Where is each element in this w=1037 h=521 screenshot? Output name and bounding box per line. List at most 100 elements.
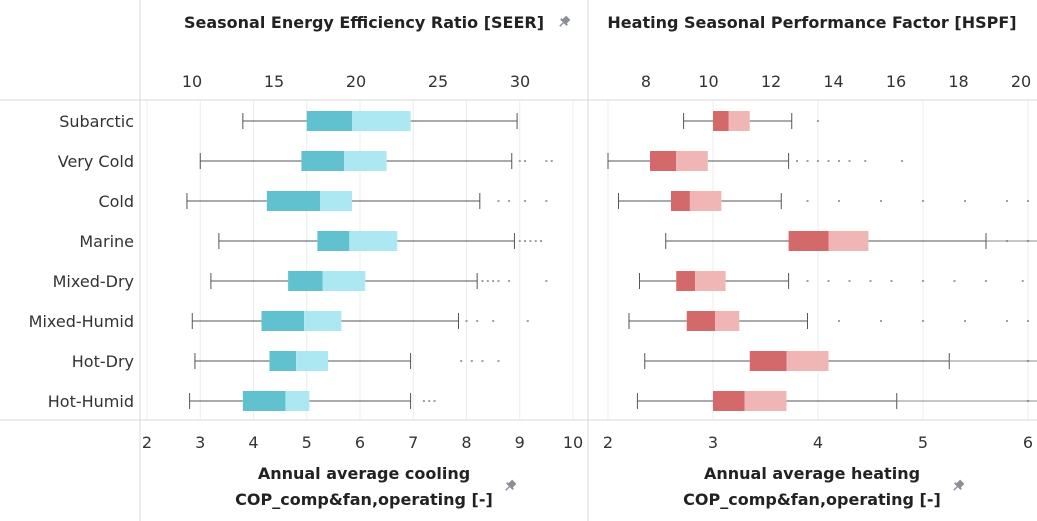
- outlier-point: [806, 200, 809, 202]
- top-tick-label: 15: [264, 72, 284, 91]
- pin-icon-base: [506, 482, 514, 490]
- x-axis-labels: Annual average cooling COP_comp&fan,oper…: [235, 464, 941, 509]
- cooling-xlabel-line1: Annual average cooling: [258, 464, 470, 483]
- outlier-point: [497, 360, 500, 362]
- outlier-point: [524, 240, 527, 242]
- outlier-point: [492, 280, 495, 282]
- box-upper-half: [689, 191, 722, 211]
- bottom-tick-label: 4: [248, 433, 258, 452]
- top-tick-label: 20: [1011, 72, 1031, 91]
- cooling-xlabel-line2: COP_comp&fan,operating [-]: [235, 490, 493, 509]
- bottom-tick-label: 6: [355, 433, 365, 452]
- row-label-very-cold: Very Cold: [58, 152, 134, 171]
- box-upper-half: [285, 391, 310, 411]
- outlier-point: [526, 320, 529, 322]
- outlier-point: [460, 360, 463, 362]
- outlier-point: [869, 280, 872, 282]
- box-upper-half: [695, 271, 726, 291]
- panel-titles: Seasonal Energy Efficiency Ratio [SEER] …: [184, 13, 1017, 32]
- row-label-mixed-humid: Mixed-Humid: [29, 312, 134, 331]
- outlier-point: [508, 280, 511, 282]
- outlier-point: [890, 280, 893, 282]
- bottom-axis-ticks: 2 3 4 5 6 7 8 9 10 2 3 4 5 6: [142, 433, 1033, 452]
- top-tick-label: 25: [428, 72, 448, 91]
- top-tick-label: 10: [182, 72, 202, 91]
- outlier-point: [529, 240, 532, 242]
- outlier-point: [476, 320, 479, 322]
- outlier-point: [540, 240, 543, 242]
- box-lower-half: [650, 151, 677, 171]
- bottom-tick-label: 5: [918, 433, 928, 452]
- box-lower-half: [788, 231, 829, 251]
- box-upper-half: [322, 271, 366, 291]
- box-upper-half: [320, 191, 353, 211]
- outlier-point: [524, 200, 527, 202]
- pin-icon-base: [560, 18, 568, 26]
- outlier-point: [796, 160, 798, 162]
- top-axis-ticks: 10 15 20 25 30 8 10 12 14 16 18 20: [182, 72, 1031, 91]
- row-label-mixed-dry: Mixed-Dry: [53, 272, 134, 291]
- outlier-point: [1006, 320, 1008, 322]
- outlier-point: [1027, 320, 1029, 322]
- top-tick-label: 30: [510, 72, 530, 91]
- box-upper-half: [304, 311, 342, 331]
- box-lower-half: [749, 351, 787, 371]
- seer-panel-title: Seasonal Energy Efficiency Ratio [SEER]: [184, 13, 544, 32]
- outlier-point: [481, 280, 484, 282]
- outlier-point: [470, 360, 473, 362]
- pin-icon-base: [954, 482, 962, 490]
- outlier-point: [550, 160, 553, 162]
- box-lower-half: [269, 351, 297, 371]
- outlier-point: [827, 280, 830, 282]
- pin-icon-needle: [505, 486, 510, 491]
- outlier-point: [518, 240, 521, 242]
- bottom-tick-label: 10: [563, 433, 583, 452]
- box-lower-half: [242, 391, 286, 411]
- box-upper-half: [715, 311, 740, 331]
- box-upper-half: [828, 231, 869, 251]
- outlier-point: [481, 360, 484, 362]
- box-lower-half: [266, 191, 321, 211]
- outlier-point: [492, 320, 495, 322]
- outlier-point: [964, 200, 966, 202]
- pin-icon: [559, 15, 571, 27]
- outlier-point: [545, 160, 548, 162]
- bottom-tick-label: 9: [515, 433, 525, 452]
- pin-icon-needle: [953, 486, 958, 491]
- outlier-point: [864, 160, 867, 162]
- box-lower-half: [301, 151, 345, 171]
- top-tick-label: 18: [948, 72, 968, 91]
- outlier-point: [428, 400, 431, 402]
- outlier-point: [545, 200, 548, 202]
- heating-xlabel-line1: Annual average heating: [704, 464, 920, 483]
- box-lower-half: [261, 311, 305, 331]
- outlier-point: [486, 280, 489, 282]
- bottom-tick-label: 2: [142, 433, 152, 452]
- outlier-point: [433, 400, 436, 402]
- row-label-subarctic: Subarctic: [59, 112, 134, 131]
- outlier-point: [534, 240, 537, 242]
- box-upper-half: [352, 111, 411, 131]
- outlier-point: [806, 280, 809, 282]
- outlier-point: [838, 320, 840, 322]
- row-label-hot-dry: Hot-Dry: [72, 352, 134, 371]
- box-upper-half: [744, 391, 787, 411]
- hspf-panel-title: Heating Seasonal Performance Factor [HSP…: [607, 13, 1016, 32]
- outlier-point: [465, 320, 468, 322]
- bottom-tick-label: 5: [302, 433, 312, 452]
- bottom-tick-label: 2: [603, 433, 613, 452]
- top-tick-label: 8: [641, 72, 651, 91]
- outlier-point: [922, 200, 924, 202]
- box-lower-half: [713, 391, 745, 411]
- outlier-point: [806, 160, 809, 162]
- box-lower-half: [686, 311, 716, 331]
- outlier-point: [1021, 280, 1024, 282]
- outlier-point: [817, 160, 819, 162]
- outlier-point: [838, 160, 840, 162]
- bottom-tick-label: 8: [461, 433, 471, 452]
- top-tick-label: 14: [823, 72, 843, 91]
- outlier-point: [518, 160, 521, 162]
- outlier-point: [827, 160, 830, 162]
